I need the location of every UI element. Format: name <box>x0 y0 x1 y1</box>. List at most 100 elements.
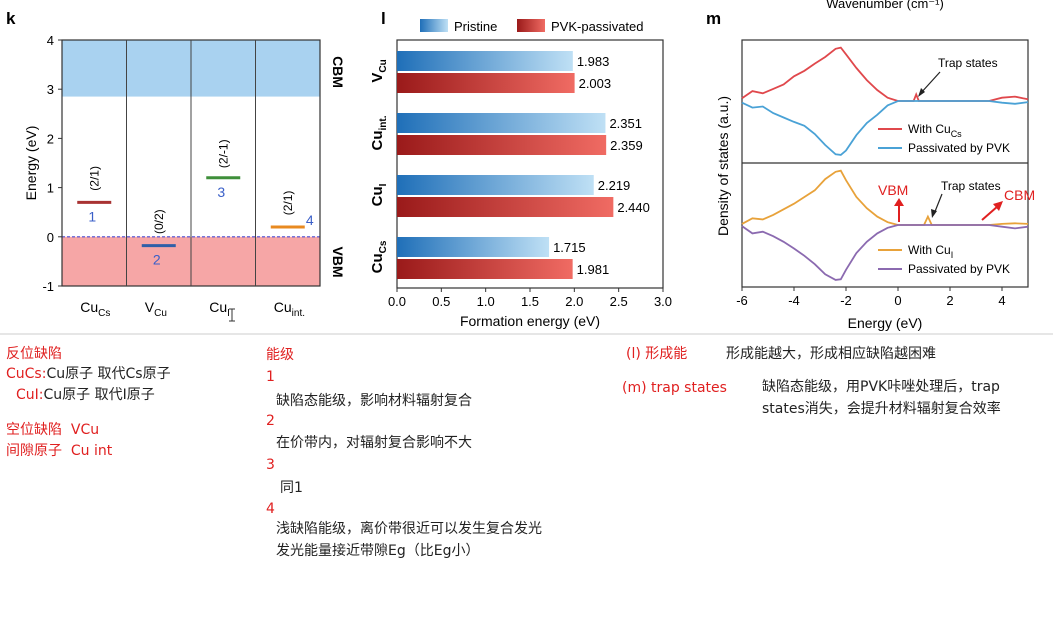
figure-image: k -1 0 1 2 3 4 Energy (eV) CBM VBM (2/1) 1 CuCs (0/2)… <box>6 0 1036 331</box>
trap-states-label: Trap states <box>938 56 998 70</box>
category-label: CuCs <box>369 240 389 273</box>
legend-swatch-pristine <box>420 19 448 32</box>
bar-pristine <box>397 175 594 195</box>
note-vacancy-label: 空位缺陷 <box>6 422 62 438</box>
note-cucs-row: CuCs:Cu原子 取代Cs原子 <box>6 363 171 385</box>
note-m-text-a: 缺陷态能级，用PVK咔唑处理后，trap <box>762 379 1000 395</box>
x-axis-label: Formation energy (eV) <box>460 313 600 329</box>
legend-label: Passivated by PVK <box>908 262 1010 276</box>
charge-transition-label: (2/-1) <box>216 139 230 168</box>
x-tick-label: -2 <box>840 293 852 308</box>
note-m-label: (m) trap states <box>622 380 727 396</box>
bar-value-label: 1.983 <box>577 54 610 69</box>
y-tick-label: 1 <box>47 181 54 196</box>
legend-label-passivated: PVK-passivated <box>551 19 644 34</box>
charge-transition-label: (2/1) <box>87 166 101 191</box>
x-tick-label: 1.5 <box>521 294 539 309</box>
note-cui-text: Cu原子 取代I原子 <box>43 387 155 403</box>
note-level-n2: 2 <box>266 413 275 429</box>
y-axis-label: Density of states (a.u.) <box>715 96 731 236</box>
x-tick-label: 4 <box>998 293 1005 308</box>
x-tick-label: -6 <box>736 293 748 308</box>
y-tick-label: 0 <box>47 230 54 245</box>
note-level-t1: 缺陷态能级，影响材料辐射复合 <box>276 393 472 409</box>
figure-svg: k -1 0 1 2 3 4 Energy (eV) CBM VBM (2/1) 1 CuCs (0/2)… <box>6 0 1035 331</box>
panel-label-l: l <box>381 9 386 28</box>
note-level-t4b: 发光能量接近带隙Eg（比Eg小） <box>276 543 480 559</box>
note-level-t3: 同1 <box>280 480 303 496</box>
bar-value-label: 2.219 <box>598 178 631 193</box>
x-tick-label: -4 <box>788 293 800 308</box>
defect-number-annotation: 3 <box>217 184 225 200</box>
bar-passivated <box>397 259 573 279</box>
x-tick-label: 1.0 <box>477 294 495 309</box>
x-tick-label: 0.0 <box>388 294 406 309</box>
note-interstitial-label: 间隙原子 <box>6 443 62 459</box>
trap-states-arrowhead <box>931 209 937 218</box>
bar-pristine <box>397 237 550 257</box>
x-tick-label: 0.5 <box>432 294 450 309</box>
note-level-n3: 3 <box>266 457 275 473</box>
cbm-marker-arrow <box>981 205 999 221</box>
bar-value-label: 2.359 <box>610 138 643 153</box>
bar-value-label: 2.351 <box>609 116 642 131</box>
legend-swatch-passivated <box>517 19 545 32</box>
trap-states-arrowhead <box>918 88 925 97</box>
note-level-n4: 4 <box>266 501 275 517</box>
category-label: VCu <box>369 59 389 82</box>
x-tick-label: 3.0 <box>654 294 672 309</box>
column-label: CuCs <box>80 299 110 319</box>
legend-label: With CuCs <box>908 122 962 139</box>
charge-transition-label: (0/2) <box>152 209 166 234</box>
note-l-text: 形成能越大，形成相应缺陷越困难 <box>726 346 936 362</box>
panel-label-k: k <box>6 9 16 28</box>
column-label: VCu <box>145 299 167 319</box>
bar-passivated <box>397 73 575 93</box>
x-axis-label: Energy (eV) <box>848 315 923 331</box>
note-vacancy-value: VCu <box>70 422 100 438</box>
legend-label: Passivated by PVK <box>908 141 1010 155</box>
note-m-text-b: states消失，会提升材料辐射复合效率 <box>762 401 1001 417</box>
cbm-marker-arrowhead <box>993 201 1003 211</box>
bar-value-label: 2.003 <box>579 76 612 91</box>
bar-value-label: 1.981 <box>577 262 610 277</box>
y-axis-label: Energy (eV) <box>23 126 39 201</box>
bar-value-label: 2.440 <box>617 200 650 215</box>
note-cui-row: CuI:Cu原子 取代I原子 <box>16 384 155 406</box>
cbm-label: CBM <box>330 56 346 88</box>
column-label: Cuint. <box>274 299 305 319</box>
x-tick-label: 0 <box>894 293 901 308</box>
note-interstitial: 间隙原子 Cu int <box>6 440 112 462</box>
cbm-marker-label: CBM <box>1004 187 1035 203</box>
text-cursor-icon <box>229 308 235 322</box>
column-label: CuI <box>209 299 230 319</box>
dos-curve <box>741 224 1029 281</box>
charge-transition-label: (2/1) <box>281 191 295 216</box>
vbm-marker-label: VBM <box>878 182 908 198</box>
note-level-t2: 在价带内，对辐射复合影响不大 <box>276 435 472 451</box>
bar-passivated <box>397 135 607 155</box>
note-cucs-text: Cu原子 取代Cs原子 <box>46 366 171 382</box>
note-vacancy: 空位缺陷 VCu <box>6 419 99 441</box>
bar-passivated <box>397 197 614 217</box>
x-tick-label: 2.5 <box>610 294 628 309</box>
defect-number-annotation: 4 <box>306 212 314 228</box>
defect-number-annotation: 1 <box>88 208 96 224</box>
bar-pristine <box>397 113 606 133</box>
category-label: CuI <box>369 183 389 206</box>
legend-label: With CuI <box>908 243 953 260</box>
note-level-title: 能级 <box>266 347 294 363</box>
note-l-label: (l) 形成能 <box>626 346 688 362</box>
y-tick-label: 4 <box>47 33 54 48</box>
panel-label-m: m <box>706 9 721 28</box>
dos-curve <box>741 100 1029 156</box>
note-antisite-title: 反位缺陷 <box>6 346 62 362</box>
y-tick-label: 3 <box>47 82 54 97</box>
note-level-n1: 1 <box>266 369 275 385</box>
vbm-marker-arrowhead <box>894 198 904 206</box>
x-tick-label: 2.0 <box>565 294 583 309</box>
note-interstitial-value: Cu int <box>70 443 113 459</box>
note-cucs-label: CuCs: <box>6 366 47 382</box>
defect-number-annotation: 2 <box>153 252 161 268</box>
x-tick-label: 2 <box>946 293 953 308</box>
